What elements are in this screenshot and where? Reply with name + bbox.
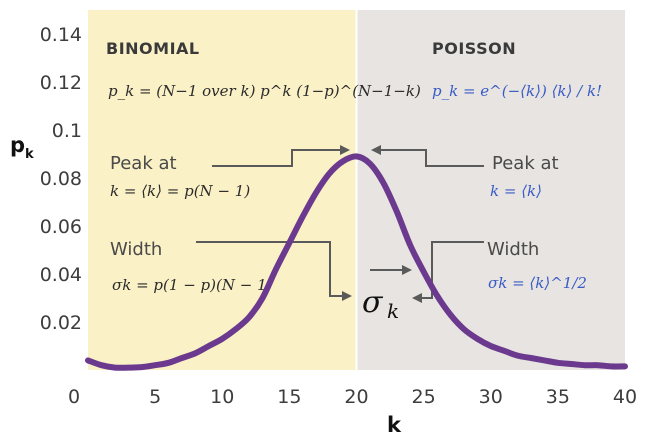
right-peak-arrow bbox=[371, 145, 484, 167]
x-axis-label: k bbox=[387, 413, 402, 437]
y-axis-label-subscript: k bbox=[25, 147, 34, 162]
y-tick-label: 0.04 bbox=[40, 264, 82, 286]
y-tick-label: 0.06 bbox=[40, 216, 82, 238]
binomial-region bbox=[88, 10, 357, 370]
y-tick-labels: 0.02 0.04 0.06 0.08 0.1 0.12 0.14 bbox=[40, 24, 82, 334]
right-width-arrow bbox=[412, 241, 484, 303]
binomial-heading: BINOMIAL bbox=[106, 39, 200, 58]
binomial-formula: p_k = (N−1 over k) p^k (1−p)^(N−1−k) bbox=[108, 82, 421, 100]
poisson-formula: p_k = e^(−⟨k⟩) ⟨k⟩ / k! bbox=[432, 82, 602, 100]
right-width-label: Width bbox=[487, 239, 539, 260]
left-width-formula: σk = p(1 − p)(N − 1) bbox=[112, 276, 273, 294]
y-tick-label: 0.1 bbox=[52, 120, 82, 142]
left-width-arrow bbox=[196, 241, 352, 301]
left-width-label: Width bbox=[110, 239, 162, 260]
x-tick-label: 5 bbox=[149, 386, 161, 408]
left-peak-label: Peak at bbox=[110, 153, 177, 174]
y-axis-label: p bbox=[10, 133, 25, 157]
x-tick-label: 35 bbox=[546, 386, 570, 408]
left-peak-arrow bbox=[212, 145, 350, 167]
poisson-region bbox=[356, 10, 625, 370]
x-tick-label: 40 bbox=[613, 386, 637, 408]
x-tick-labels: 0 5 10 15 20 25 30 35 40 bbox=[68, 386, 637, 408]
x-tick-label: 15 bbox=[277, 386, 301, 408]
left-peak-formula: k = ⟨k⟩ = p(N − 1) bbox=[110, 182, 250, 200]
x-tick-label: 10 bbox=[210, 386, 234, 408]
x-tick-label: 25 bbox=[412, 386, 436, 408]
y-tick-label: 0.08 bbox=[40, 168, 82, 190]
x-tick-label: 20 bbox=[344, 386, 368, 408]
sigma-label: σ bbox=[362, 285, 384, 320]
x-tick-label: 0 bbox=[68, 386, 80, 408]
y-tick-label: 0.12 bbox=[40, 72, 82, 94]
right-peak-label: Peak at bbox=[492, 153, 559, 174]
sigma-subscript: k bbox=[387, 299, 399, 323]
annotation-arrows bbox=[196, 145, 484, 303]
right-peak-formula: k = ⟨k⟩ bbox=[490, 182, 542, 200]
x-tick-label: 30 bbox=[479, 386, 503, 408]
poisson-heading: POISSON bbox=[432, 39, 516, 58]
y-tick-label: 0.02 bbox=[40, 312, 82, 334]
right-width-formula: σk = ⟨k⟩^1/2 bbox=[488, 274, 587, 292]
distribution-curve bbox=[85, 153, 628, 371]
y-tick-label: 0.14 bbox=[40, 24, 82, 46]
